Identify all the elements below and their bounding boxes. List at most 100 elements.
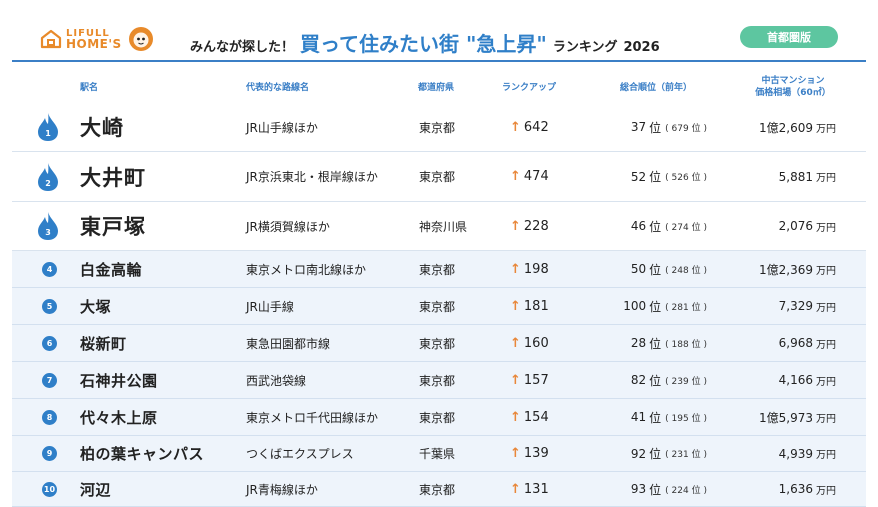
rank-circle-badge: 5 bbox=[42, 288, 57, 324]
rank-circle-badge: 10 bbox=[42, 472, 57, 506]
previous-rank-unit: 位 bbox=[691, 222, 701, 233]
rank-up-value: 228 bbox=[523, 218, 549, 234]
lifull-homes-logo: LIFULL HOME'S bbox=[40, 26, 154, 52]
overall-rank: 37 位( 679 位 ) bbox=[597, 103, 707, 151]
line-name: JR山手線ほか bbox=[246, 120, 318, 135]
price-value: 2,076 bbox=[778, 219, 813, 233]
overall-rank-value: 28 bbox=[630, 336, 647, 350]
overall-rank-unit: 位 bbox=[649, 482, 662, 497]
col-header-overall: 総合順位（前年） bbox=[620, 83, 693, 93]
rank-up-value: 198 bbox=[523, 261, 549, 277]
station-name: 柏の葉キャンパス bbox=[80, 445, 205, 463]
rank-circle-badge: 6 bbox=[42, 325, 57, 361]
rank-circle-badge: 9 bbox=[42, 436, 57, 471]
overall-rank-value: 37 bbox=[630, 120, 647, 134]
overall-rank: 52 位( 526 位 ) bbox=[597, 152, 707, 201]
overall-rank-value: 46 bbox=[630, 219, 647, 233]
house-logo-icon bbox=[40, 29, 62, 49]
rank-up: ↑ 642 bbox=[510, 103, 549, 151]
region-badge: 首都圏版 bbox=[740, 26, 838, 48]
station-name: 大井町 bbox=[80, 165, 146, 190]
line-name: 東京メトロ南北線ほか bbox=[246, 262, 367, 277]
overall-rank: 93 位( 224 位 ) bbox=[597, 472, 707, 506]
price-unit: 万円 bbox=[816, 265, 836, 277]
previous-rank: ( 239 位 ) bbox=[665, 376, 707, 387]
previous-rank: ( 274 位 ) bbox=[665, 222, 707, 233]
station-name: 代々木上原 bbox=[80, 408, 158, 427]
prefecture: 東京都 bbox=[419, 299, 456, 314]
overall-rank-unit: 位 bbox=[649, 299, 662, 314]
station-name: 大崎 bbox=[80, 116, 124, 140]
overall-rank-value: 93 bbox=[630, 482, 647, 496]
previous-rank: ( 231 位 ) bbox=[665, 450, 707, 460]
table-row: 2 大井町 JR京浜東北・根岸線ほか 東京都 ↑ 474 52 位( 526 位 ) 5,881… bbox=[12, 152, 866, 202]
price-value: 1億2,369 bbox=[759, 262, 813, 277]
prefecture: 東京都 bbox=[419, 482, 456, 497]
previous-rank: ( 679 位 ) bbox=[665, 123, 707, 134]
table-row: 3 東戸塚 JR横須賀線ほか 神奈川県 ↑ 228 46 位( 274 位 ) 2,076 万円 bbox=[12, 202, 866, 251]
price-unit: 万円 bbox=[816, 302, 836, 314]
line-name: 東急田園都市線 bbox=[246, 336, 331, 351]
previous-rank-unit: 位 bbox=[691, 265, 701, 276]
prefecture: 東京都 bbox=[419, 262, 456, 277]
header-divider bbox=[12, 60, 866, 62]
rank-number: 4 bbox=[42, 261, 57, 277]
rank-up-value: 181 bbox=[523, 298, 549, 314]
line-name: 西武池袋線 bbox=[246, 373, 307, 388]
overall-rank: 100 位( 281 位 ) bbox=[597, 288, 707, 324]
rank-up-value: 139 bbox=[523, 446, 549, 461]
up-arrow-icon: ↑ bbox=[510, 335, 521, 351]
rank-up: ↑ 181 bbox=[510, 288, 549, 324]
water-drop-icon: 1 bbox=[38, 113, 58, 141]
up-arrow-icon: ↑ bbox=[510, 409, 521, 425]
col-header-price: 中古マンション 価格相場（60㎡） bbox=[748, 75, 838, 99]
table-row: 6 桜新町 東急田園都市線 東京都 ↑ 160 28 位( 188 位 ) 6,968 万円 bbox=[12, 325, 866, 362]
overall-rank-unit: 位 bbox=[649, 262, 662, 277]
station-name: 桜新町 bbox=[80, 334, 127, 353]
col-header-price-line2: 価格相場（60㎡） bbox=[755, 88, 831, 98]
rank-circle-badge: 4 bbox=[42, 251, 57, 287]
table-row: 1 大崎 JR山手線ほか 東京都 ↑ 642 37 位( 679 位 ) 1億2,609 万円 bbox=[12, 103, 866, 152]
price-unit: 万円 bbox=[816, 413, 836, 425]
previous-rank: ( 188 位 ) bbox=[665, 339, 707, 350]
overall-rank-unit: 位 bbox=[649, 170, 662, 184]
previous-rank-unit: 位 bbox=[691, 123, 701, 134]
overall-rank-unit: 位 bbox=[649, 120, 662, 135]
rank-number: 5 bbox=[42, 298, 57, 314]
table-row: 8 代々木上原 東京メトロ千代田線ほか 東京都 ↑ 154 41 位( 195 位 ) 1億5,… bbox=[12, 399, 866, 436]
rank-number: 7 bbox=[42, 372, 57, 388]
price: 1億2,609 万円 bbox=[712, 103, 836, 151]
prefecture: 神奈川県 bbox=[419, 219, 468, 234]
price: 7,329 万円 bbox=[712, 288, 836, 324]
previous-rank: ( 526 位 ) bbox=[665, 173, 707, 183]
previous-rank-value: 239 bbox=[671, 376, 689, 387]
previous-rank-value: 274 bbox=[671, 222, 689, 233]
up-arrow-icon: ↑ bbox=[510, 119, 521, 135]
station-name: 大塚 bbox=[80, 297, 112, 316]
up-arrow-icon: ↑ bbox=[510, 446, 521, 461]
title-year: 2026 bbox=[623, 40, 660, 55]
table-row: 4 白金高輪 東京メトロ南北線ほか 東京都 ↑ 198 50 位( 248 位 ) 1億2,36… bbox=[12, 251, 866, 288]
water-drop-icon: 2 bbox=[38, 162, 58, 191]
previous-rank: ( 195 位 ) bbox=[665, 413, 707, 424]
previous-rank-unit: 位 bbox=[691, 485, 701, 496]
rank-number: 6 bbox=[42, 335, 57, 351]
rank-number: 2 bbox=[45, 179, 51, 188]
col-header-price-line1: 中古マンション bbox=[761, 76, 825, 86]
up-arrow-icon: ↑ bbox=[510, 169, 521, 184]
price-unit: 万円 bbox=[816, 450, 836, 461]
station-name: 白金高輪 bbox=[80, 260, 143, 279]
price-value: 1億2,609 bbox=[759, 120, 813, 135]
price-value: 4,939 bbox=[778, 446, 813, 461]
previous-rank-unit: 位 bbox=[691, 450, 701, 460]
price-unit: 万円 bbox=[816, 173, 836, 184]
previous-rank: ( 281 位 ) bbox=[665, 302, 707, 313]
overall-rank-value: 41 bbox=[630, 410, 647, 424]
col-header-station: 駅名 bbox=[80, 83, 99, 93]
overall-rank: 82 位( 239 位 ) bbox=[597, 362, 707, 398]
line-name: JR山手線 bbox=[246, 299, 294, 314]
price-value: 5,881 bbox=[778, 169, 813, 184]
line-name: JR青梅線ほか bbox=[246, 482, 318, 497]
table-row: 5 大塚 JR山手線 東京都 ↑ 181 100 位( 281 位 ) 7,329 万円 bbox=[12, 288, 866, 325]
rank-circle-badge: 7 bbox=[42, 362, 57, 398]
